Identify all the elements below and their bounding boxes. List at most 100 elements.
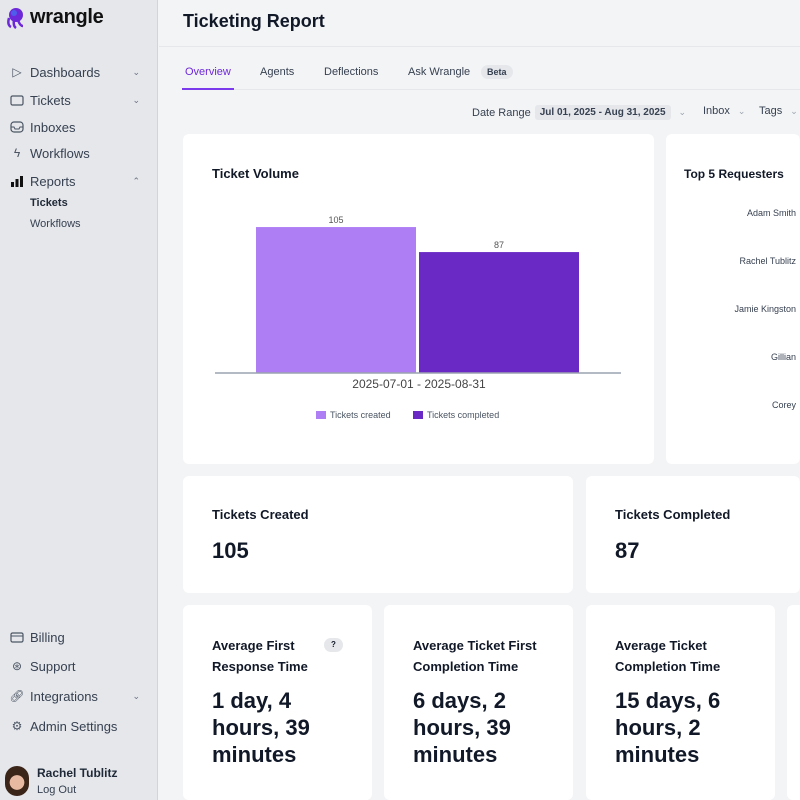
main-content: Ticketing Report Overview Agents Deflect… [159, 0, 800, 800]
logout-link[interactable]: Log Out [37, 784, 77, 796]
date-range-label: Date Range [472, 106, 531, 119]
logo[interactable]: wrangle [6, 6, 104, 29]
requester-name: Gillian [770, 352, 796, 362]
tickets-created-card: Tickets Created 105 [183, 476, 573, 593]
stat-value: 105 [212, 538, 249, 563]
metric-title: Average Ticket First Completion Time [413, 638, 537, 674]
chevron-down-icon: ⌄ [737, 105, 746, 116]
ticket-icon [10, 93, 24, 107]
inbox-filter[interactable]: Inbox ⌄ [703, 105, 745, 117]
chevron-up-icon: ⌃ [132, 175, 140, 186]
metric-card-partial [787, 605, 800, 800]
octopus-logo-icon [7, 7, 24, 29]
legend-swatch [413, 411, 423, 419]
nav-label: Reports [30, 173, 76, 189]
nav-label: Support [30, 658, 76, 674]
tab-overview[interactable]: Overview [185, 66, 231, 78]
legend-label: Tickets created [330, 410, 391, 420]
metric-title: Average Ticket Completion Time [615, 638, 721, 674]
chevron-down-icon: ⌄ [678, 107, 687, 117]
page-title: Ticketing Report [183, 11, 325, 31]
sidebar-item-admin-settings[interactable]: ⚙ Admin Settings [10, 716, 140, 736]
sidebar-item-workflows[interactable]: ϟ Workflows [10, 143, 140, 163]
chevron-down-icon: ⌄ [132, 690, 140, 701]
chevron-down-icon: ⌄ [132, 66, 140, 77]
requester-name: Jamie Kingston [734, 304, 796, 314]
bar-tickets-created [256, 227, 416, 373]
legend-swatch [316, 411, 326, 419]
metric-value: 6 days, 2 hours, 39 minutes [413, 688, 511, 767]
card-title: Ticket Volume [212, 166, 299, 181]
stat-value: 87 [615, 538, 640, 563]
tags-label: Tags [759, 105, 783, 117]
beta-badge: Beta [481, 65, 513, 79]
stat-title: Tickets Completed [615, 507, 731, 522]
tickets-completed-card: Tickets Completed 87 [586, 476, 800, 593]
ticket-volume-card: Ticket Volume 105 87 2025-07-01 - 2025-08-… [183, 134, 654, 464]
data-label: 105 [328, 215, 343, 225]
bar-tickets-completed [419, 252, 579, 373]
nav-label: Integrations [30, 688, 98, 704]
nav-label: Billing [30, 629, 65, 645]
requesters-list: Adam Smith Rachel Tublitz Jamie Kingston… [666, 134, 796, 464]
x-tick-label: 2025-07-01 - 2025-08-31 [352, 377, 486, 391]
chevron-down-icon: ⌄ [790, 105, 798, 116]
metric-title: Average First Response Time [212, 638, 308, 674]
user-name: Rachel Tublitz [37, 766, 118, 780]
sidebar-subitem-workflows[interactable]: Workflows [30, 218, 81, 230]
tab-agents[interactable]: Agents [260, 66, 295, 78]
gear-icon: ⚙ [11, 719, 23, 733]
metric-value: 15 days, 6 hours, 2 minutes [615, 688, 721, 767]
sidebar-item-inboxes[interactable]: Inboxes [10, 117, 140, 137]
credit-card-icon [10, 630, 24, 644]
active-tab-indicator [182, 88, 234, 90]
data-label: 87 [494, 240, 504, 250]
avg-completion-card: Average Ticket Completion Time 15 days, … [586, 605, 775, 800]
nav-label: Admin Settings [30, 718, 118, 734]
bar-chart-icon [10, 174, 24, 188]
nav-label: Tickets [30, 92, 71, 108]
divider [182, 89, 800, 90]
tags-filter[interactable]: Tags ⌄ [759, 105, 798, 117]
tab-ask-wrangle[interactable]: Ask Wrangle [408, 66, 471, 78]
requester-name: Rachel Tublitz [739, 256, 796, 266]
divider [159, 46, 800, 47]
chevron-down-icon: ⌄ [132, 94, 140, 105]
inbox-icon [10, 120, 24, 134]
help-icon[interactable]: ? [324, 638, 343, 652]
lightning-icon: ϟ [13, 146, 21, 160]
requester-name: Corey [771, 400, 796, 410]
avg-first-completion-card: Average Ticket First Completion Time 6 d… [384, 605, 573, 800]
card-title: Top 5 Requesters [684, 167, 784, 181]
link-icon: 🔗︎ [9, 689, 25, 703]
sidebar-item-reports[interactable]: Reports ⌃ [10, 171, 140, 191]
top-requesters-card: Top 5 Requesters Adam Smith Rachel Tubli… [666, 134, 800, 464]
requester-name: Adam Smith [746, 208, 796, 218]
sidebar-item-dashboards[interactable]: ▷ Dashboards ⌄ [10, 62, 140, 82]
legend-item-created[interactable]: Tickets created [316, 410, 391, 420]
play-icon: ▷ [12, 65, 22, 79]
nav-label: Dashboards [30, 64, 101, 80]
date-range-filter[interactable]: Date Range Jul 01, 2025 - Aug 31, 2025 ⌄ [472, 105, 686, 120]
sidebar-item-support[interactable]: ⊛ Support [10, 656, 140, 676]
tab-deflections[interactable]: Deflections [324, 66, 379, 78]
avatar[interactable] [5, 766, 29, 796]
ticket-volume-chart: 105 87 2025-07-01 - 2025-08-31 [215, 215, 621, 391]
lifebuoy-icon: ⊛ [11, 659, 23, 673]
date-range-value[interactable]: Jul 01, 2025 - Aug 31, 2025 [534, 105, 671, 120]
nav-label: Workflows [30, 145, 90, 161]
inbox-label: Inbox [703, 105, 730, 117]
sidebar-item-billing[interactable]: Billing [10, 627, 140, 647]
stat-title: Tickets Created [212, 507, 309, 522]
sidebar-subitem-tickets[interactable]: Tickets [30, 197, 68, 209]
sidebar-item-integrations[interactable]: 🔗︎ Integrations ⌄ [9, 686, 140, 706]
user-profile: Rachel Tublitz Log Out [5, 766, 117, 796]
legend-item-completed[interactable]: Tickets completed [413, 410, 499, 420]
brand-name: wrangle [30, 6, 104, 28]
avg-first-response-card: Average First Response Time ? 1 day, 4 h… [183, 605, 372, 800]
sidebar-item-tickets[interactable]: Tickets ⌄ [10, 90, 140, 110]
nav-label: Inboxes [30, 119, 76, 135]
legend-label: Tickets completed [427, 410, 500, 420]
metric-value: 1 day, 4 hours, 39 minutes [212, 688, 310, 767]
